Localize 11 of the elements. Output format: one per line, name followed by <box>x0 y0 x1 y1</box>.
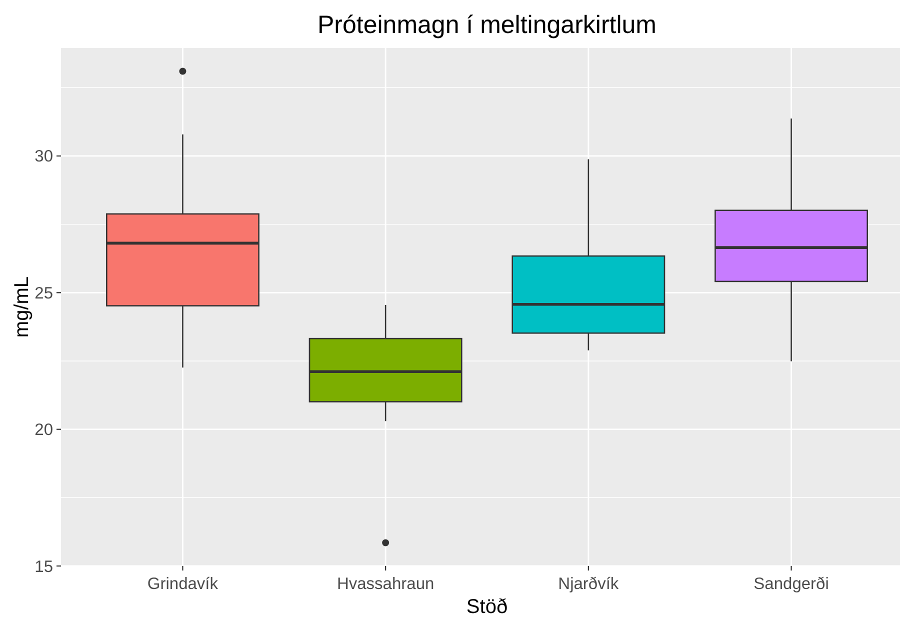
x-tick-label: Njarðvík <box>558 575 620 593</box>
y-axis-title: mg/mL <box>11 276 33 338</box>
y-tick-label: 20 <box>34 421 53 440</box>
y-tick-label: 30 <box>34 148 53 166</box>
chart-title: Próteinmagn í meltingarkirtlum <box>317 11 657 39</box>
y-tick-label: 15 <box>34 558 53 576</box>
x-tick-label: Sandgerði <box>754 575 829 593</box>
x-tick-label: Hvassahraun <box>336 575 434 593</box>
y-tick-label: 25 <box>34 284 53 302</box>
x-tick-label: Grindavík <box>147 575 219 593</box>
x-axis-title: Stöð <box>466 596 508 617</box>
